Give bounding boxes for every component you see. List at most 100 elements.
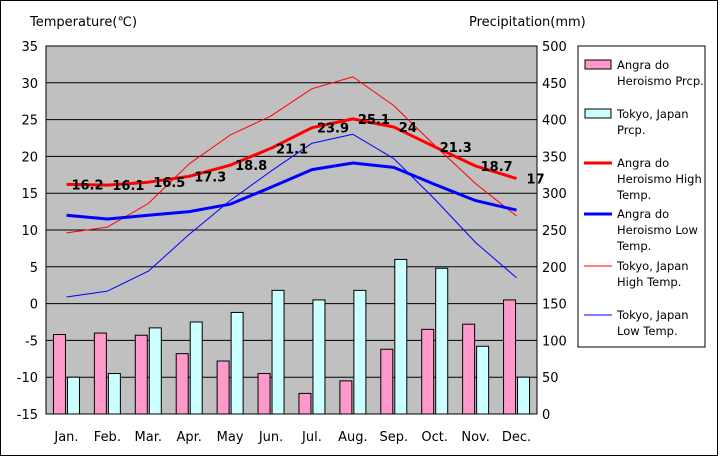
precip-bar bbox=[517, 376, 531, 415]
legend-swatch bbox=[584, 59, 612, 70]
left-tick-label: -5 bbox=[25, 334, 38, 349]
legend-label: Heroismo Low bbox=[617, 223, 698, 237]
precip-bar bbox=[189, 321, 203, 415]
data-label: 17 bbox=[527, 172, 545, 187]
left-tick-label: 25 bbox=[21, 114, 38, 129]
temp-line bbox=[66, 76, 517, 234]
right-tick-label: 500 bbox=[542, 40, 567, 55]
legend-label: Heroismo Prcp. bbox=[617, 74, 704, 88]
precip-bar bbox=[421, 328, 435, 415]
x-tick-label: Oct. bbox=[421, 430, 448, 445]
precip-bar bbox=[380, 348, 394, 415]
left-tick-label: 0 bbox=[30, 298, 38, 313]
data-label: 25.1 bbox=[358, 113, 390, 128]
precip-bar bbox=[52, 334, 66, 415]
x-tick-label: Jul. bbox=[301, 430, 322, 445]
data-label: 16.5 bbox=[153, 176, 185, 191]
precip-bar bbox=[230, 311, 244, 415]
legend-label: Temp. bbox=[616, 188, 651, 202]
legend-label: Angra do bbox=[617, 58, 669, 72]
right-tick-label: 50 bbox=[542, 371, 559, 386]
data-label: 24 bbox=[399, 121, 417, 136]
temp-line bbox=[66, 133, 517, 298]
left-axis-title: Temperature(℃) bbox=[29, 15, 137, 30]
precip-bar bbox=[216, 360, 230, 415]
legend-label: Tokyo, Japan bbox=[616, 308, 689, 322]
x-tick-label: Feb. bbox=[94, 430, 121, 445]
x-tick-label: May bbox=[217, 430, 244, 445]
x-tick-label: Jun. bbox=[258, 430, 283, 445]
right-tick-label: 0 bbox=[542, 408, 550, 423]
data-label: 17.3 bbox=[194, 170, 226, 185]
precip-bar bbox=[66, 376, 80, 415]
left-axis-ticks: 35 30 25 20 15 10 5 0 -5 -10 -15 bbox=[17, 40, 38, 423]
right-tick-label: 400 bbox=[542, 114, 567, 129]
precip-bar bbox=[312, 299, 326, 415]
right-tick-label: 100 bbox=[542, 334, 567, 349]
left-tick-label: 10 bbox=[21, 224, 38, 239]
x-tick-label: Apr. bbox=[176, 430, 201, 445]
precip-bar bbox=[107, 373, 121, 415]
precip-bar bbox=[394, 258, 408, 415]
precip-bar bbox=[134, 334, 148, 415]
x-axis-ticks: Jan. Feb. Mar. Apr. May Jun. Jul. Aug. Sep. Oct. N… bbox=[53, 430, 531, 445]
legend-label: Temp. bbox=[616, 239, 651, 253]
precip-bar bbox=[435, 267, 449, 415]
precip-bar bbox=[175, 353, 189, 415]
precip-bar bbox=[298, 392, 312, 415]
legend-label: Angra do bbox=[617, 207, 669, 221]
precip-bar bbox=[462, 323, 476, 415]
data-label: 21.3 bbox=[440, 141, 472, 156]
left-tick-label: 15 bbox=[21, 187, 38, 202]
temperature-lines bbox=[66, 76, 517, 298]
x-tick-label: Nov. bbox=[461, 430, 490, 445]
precip-bar bbox=[503, 299, 517, 415]
data-label: 21.1 bbox=[276, 142, 308, 157]
legend-label: Low Temp. bbox=[617, 324, 678, 338]
x-tick-label: Sep. bbox=[379, 430, 408, 445]
data-label: 18.8 bbox=[235, 159, 267, 174]
data-label: 23.9 bbox=[317, 122, 349, 137]
data-labels: 16.2 16.1 16.5 17.3 18.8 21.1 23.9 25.1 24 21.3 18… bbox=[71, 113, 544, 194]
legend-label: Heroismo High bbox=[617, 172, 702, 186]
precip-bar bbox=[93, 332, 107, 415]
left-tick-label: 5 bbox=[30, 261, 38, 276]
right-axis-title: Precipitation(mm) bbox=[469, 15, 586, 30]
legend-label: Tokyo, Japan bbox=[616, 259, 689, 273]
precip-bar bbox=[353, 289, 367, 415]
legend-label: Angra do bbox=[617, 156, 669, 170]
legend-label: Prcp. bbox=[617, 123, 646, 137]
data-label: 16.2 bbox=[71, 178, 103, 193]
right-tick-label: 200 bbox=[542, 261, 567, 276]
left-tick-label: -15 bbox=[17, 408, 38, 423]
legend-label: Tokyo, Japan bbox=[616, 107, 689, 121]
right-tick-label: 300 bbox=[542, 187, 567, 202]
legend-box bbox=[577, 45, 706, 348]
precip-bar bbox=[271, 289, 285, 415]
precip-bar bbox=[339, 380, 353, 415]
temp-line bbox=[66, 161, 517, 221]
x-tick-label: Mar. bbox=[135, 430, 162, 445]
left-tick-label: 35 bbox=[21, 40, 38, 55]
precip-bar bbox=[148, 327, 162, 415]
left-tick-label: 30 bbox=[21, 77, 38, 92]
legend-swatch bbox=[584, 108, 612, 119]
precip-bar bbox=[257, 373, 271, 415]
data-label: 16.1 bbox=[112, 179, 144, 194]
right-tick-label: 150 bbox=[542, 298, 567, 313]
precip-bar bbox=[476, 345, 490, 415]
x-tick-label: Aug. bbox=[338, 430, 368, 445]
data-label: 18.7 bbox=[481, 160, 513, 175]
temp-line bbox=[66, 117, 517, 187]
precipitation-bars bbox=[52, 258, 531, 415]
x-tick-label: Dec. bbox=[502, 430, 531, 445]
right-tick-label: 250 bbox=[542, 224, 567, 239]
x-tick-label: Jan. bbox=[53, 430, 78, 445]
right-tick-label: 450 bbox=[542, 77, 567, 92]
left-tick-label: -10 bbox=[17, 371, 38, 386]
left-tick-label: 20 bbox=[21, 150, 38, 165]
legend-label: High Temp. bbox=[617, 275, 681, 289]
legend: Angra do Heroismo Prcp. Tokyo, Japan Prcp. A… bbox=[577, 45, 706, 348]
